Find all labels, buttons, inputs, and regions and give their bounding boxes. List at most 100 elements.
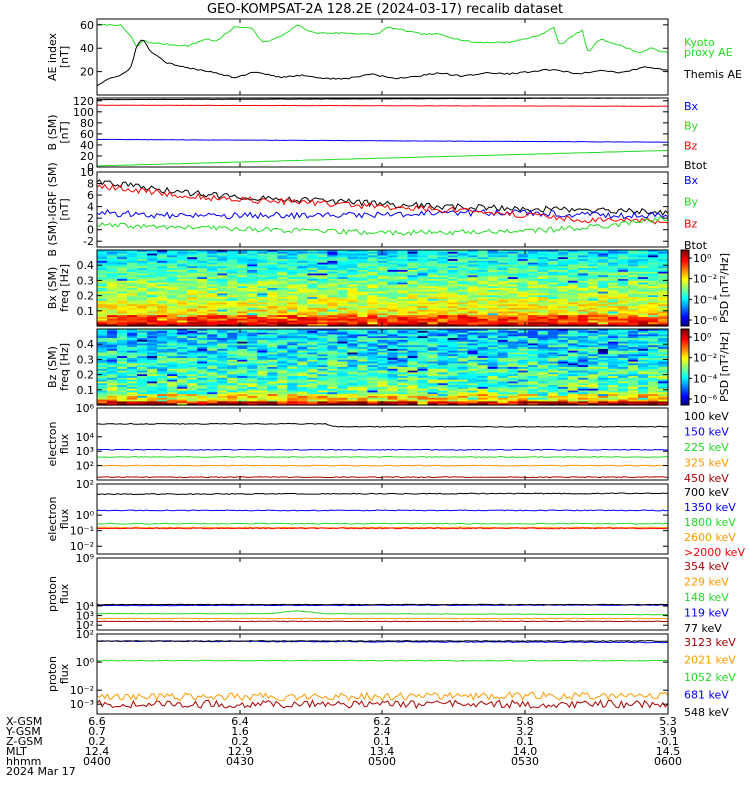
heatmap-cell	[607, 386, 619, 390]
heatmap-cell	[577, 278, 589, 282]
heatmap-cell	[227, 295, 238, 298]
heatmap-cell	[317, 286, 329, 289]
heatmap-cell	[267, 318, 278, 322]
heatmap-cell	[557, 383, 569, 386]
heatmap-cell	[127, 307, 138, 311]
heatmap-cell	[307, 295, 318, 298]
heatmap-cell	[137, 363, 148, 366]
heatmap-cell	[297, 284, 308, 287]
heatmap-cell	[327, 309, 339, 313]
heatmap-cell	[127, 318, 138, 322]
heatmap-cell	[297, 304, 308, 307]
heatmap-cell	[527, 269, 539, 273]
heatmap-cell	[357, 334, 369, 337]
heatmap-cell	[577, 397, 589, 401]
heatmap-cell	[647, 365, 659, 368]
heatmap-cell	[637, 386, 649, 390]
heatmap-cell	[377, 295, 389, 298]
heatmap-cell	[337, 313, 349, 316]
legend-entry: Bx	[684, 174, 699, 187]
heatmap-cell	[147, 266, 158, 269]
heatmap-cell	[287, 383, 298, 386]
heatmap-cell	[517, 399, 529, 402]
heatmap-cell	[207, 315, 218, 318]
heatmap-cell	[497, 280, 509, 284]
heatmap-cell	[297, 302, 308, 305]
heatmap-cell	[437, 278, 449, 282]
heatmap-cell	[347, 264, 359, 267]
heatmap-cell	[507, 253, 519, 257]
heatmap-cell	[657, 320, 669, 323]
heatmap-cell	[307, 347, 318, 350]
heatmap-cell	[237, 289, 248, 293]
heatmap-cell	[167, 315, 178, 318]
heatmap-cell	[457, 403, 469, 406]
heatmap-cell	[267, 330, 278, 334]
heatmap-cell	[297, 332, 308, 336]
heatmap-cell	[217, 271, 228, 275]
heatmap-cell	[517, 306, 529, 309]
heatmap-cell	[147, 311, 158, 314]
heatmap-cell	[497, 401, 509, 404]
heatmap-cell	[527, 359, 539, 363]
heatmap-cell	[327, 365, 339, 368]
heatmap-cell	[217, 347, 228, 350]
heatmap-cell	[577, 300, 589, 304]
heatmap-cell	[547, 368, 559, 372]
heatmap-cell	[557, 306, 569, 309]
heatmap-cell	[237, 278, 248, 282]
heatmap-cell	[567, 266, 579, 269]
heatmap-cell	[517, 350, 529, 354]
heatmap-cell	[107, 316, 118, 320]
heatmap-cell	[497, 315, 509, 318]
heatmap-cell	[97, 394, 108, 397]
heatmap-cell	[637, 277, 649, 280]
heatmap-cell	[537, 318, 549, 322]
heatmap-cell	[467, 288, 479, 291]
heatmap-cell	[167, 318, 178, 322]
heatmap-cell	[657, 381, 669, 384]
heatmap-cell	[627, 357, 639, 361]
heatmap-cell	[447, 347, 459, 350]
heatmap-cell	[167, 401, 178, 404]
heatmap-cell	[507, 313, 519, 316]
heatmap-cell	[227, 280, 238, 284]
heatmap-cell	[447, 385, 459, 388]
heatmap-cell	[417, 352, 429, 355]
heatmap-cell	[607, 251, 619, 255]
heatmap-cell	[617, 356, 629, 359]
heatmap-cell	[297, 392, 308, 395]
heatmap-cell	[467, 316, 479, 320]
heatmap-cell	[287, 250, 298, 253]
heatmap-cell	[607, 311, 619, 314]
heatmap-cell	[407, 339, 419, 343]
heatmap-cell	[527, 329, 539, 332]
heatmap-cell	[587, 359, 599, 363]
heatmap-cell	[627, 295, 639, 298]
heatmap-cell	[167, 361, 178, 364]
heatmap-cell	[177, 280, 188, 284]
heatmap-cell	[97, 278, 108, 282]
heatmap-cell	[587, 304, 599, 307]
heatmap-cell	[237, 379, 248, 383]
heatmap-cell	[587, 330, 599, 334]
heatmap-cell	[597, 354, 609, 357]
heatmap-cell	[247, 262, 258, 266]
heatmap-cell	[167, 341, 178, 345]
heatmap-cell	[407, 395, 419, 399]
heatmap-cell	[437, 368, 449, 372]
heatmap-cell	[447, 289, 459, 293]
heatmap-cell	[167, 359, 178, 363]
heatmap-cell	[557, 324, 569, 327]
heatmap-cell	[407, 343, 419, 346]
heatmap-cell	[307, 250, 318, 253]
heatmap-cell	[267, 363, 278, 366]
heatmap-cell	[357, 257, 369, 260]
heatmap-cell	[637, 395, 649, 399]
heatmap-cell	[647, 298, 659, 302]
heatmap-cell	[637, 383, 649, 386]
heatmap-cell	[167, 288, 178, 291]
heatmap-cell	[387, 262, 399, 266]
heatmap-cell	[127, 275, 138, 278]
heatmap-cell	[277, 259, 288, 262]
